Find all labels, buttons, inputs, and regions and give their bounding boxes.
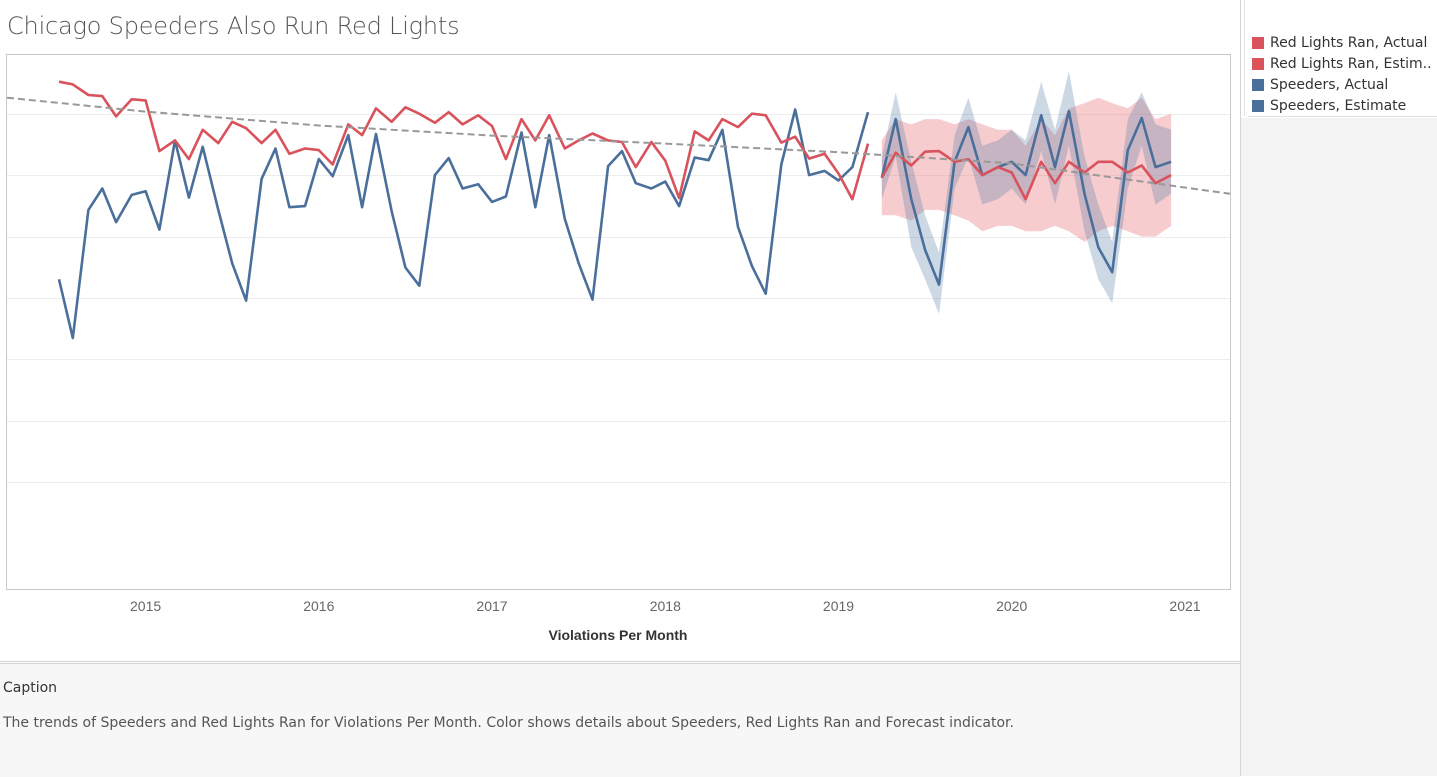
x-tick-label: 2015 <box>130 598 161 614</box>
legend-item-speeders-actual[interactable]: Speeders, Actual <box>1248 74 1437 95</box>
chart-bottom-divider <box>0 661 1240 662</box>
x-tick-label: 2021 <box>1169 598 1200 614</box>
forecast-band-3 <box>881 71 1172 314</box>
series-line-1 <box>880 149 1172 201</box>
x-axis-ticks: 2015 2016 2017 2018 2019 2020 2021 <box>130 598 1201 614</box>
caption-title: Caption <box>3 680 58 696</box>
right-side-panel <box>1241 118 1437 776</box>
chart-title: Chicago Speeders Also Run Red Lights <box>7 12 460 40</box>
plot-frame <box>6 54 1231 590</box>
series-lines <box>57 80 1172 340</box>
legend-label: Red Lights Ran, Estim.. <box>1270 55 1432 72</box>
series-line-2 <box>57 108 870 340</box>
x-tick-label: 2016 <box>303 598 334 614</box>
trend-line-path <box>6 96 1231 195</box>
series-line-0 <box>58 80 870 201</box>
x-tick-label: 2018 <box>650 598 681 614</box>
legend: Red Lights Ran, Actual Red Lights Ran, E… <box>1248 32 1437 117</box>
legend-label: Speeders, Actual <box>1270 76 1389 93</box>
x-tick-label: 2020 <box>996 598 1027 614</box>
series-line-3 <box>880 109 1172 286</box>
trend-line <box>6 96 1231 195</box>
legend-item-red-lights-estimate[interactable]: Red Lights Ran, Estim.. <box>1248 53 1437 74</box>
legend-label: Speeders, Estimate <box>1270 97 1407 114</box>
legend-swatch <box>1252 78 1264 91</box>
x-tick-label: 2017 <box>476 598 507 614</box>
legend-swatch <box>1252 99 1264 112</box>
legend-label: Red Lights Ran, Actual <box>1270 34 1428 51</box>
x-tick-label: 2019 <box>823 598 854 614</box>
legend-item-speeders-estimate[interactable]: Speeders, Estimate <box>1248 95 1437 116</box>
legend-item-red-lights-actual[interactable]: Red Lights Ran, Actual <box>1248 32 1437 53</box>
panel-divider[interactable] <box>1240 0 1241 776</box>
caption-text: The trends of Speeders and Red Lights Ra… <box>3 715 1014 731</box>
forecast-bands <box>881 71 1172 314</box>
legend-swatch <box>1252 57 1264 70</box>
caption-panel: Caption The trends of Speeders and Red L… <box>0 663 1240 777</box>
legend-swatch <box>1252 36 1264 49</box>
x-axis-label: Violations Per Month <box>549 627 688 643</box>
legend-divider <box>1244 0 1245 116</box>
chart: 2015 2016 2017 2018 2019 2020 2021 Violations … <box>6 54 1231 643</box>
